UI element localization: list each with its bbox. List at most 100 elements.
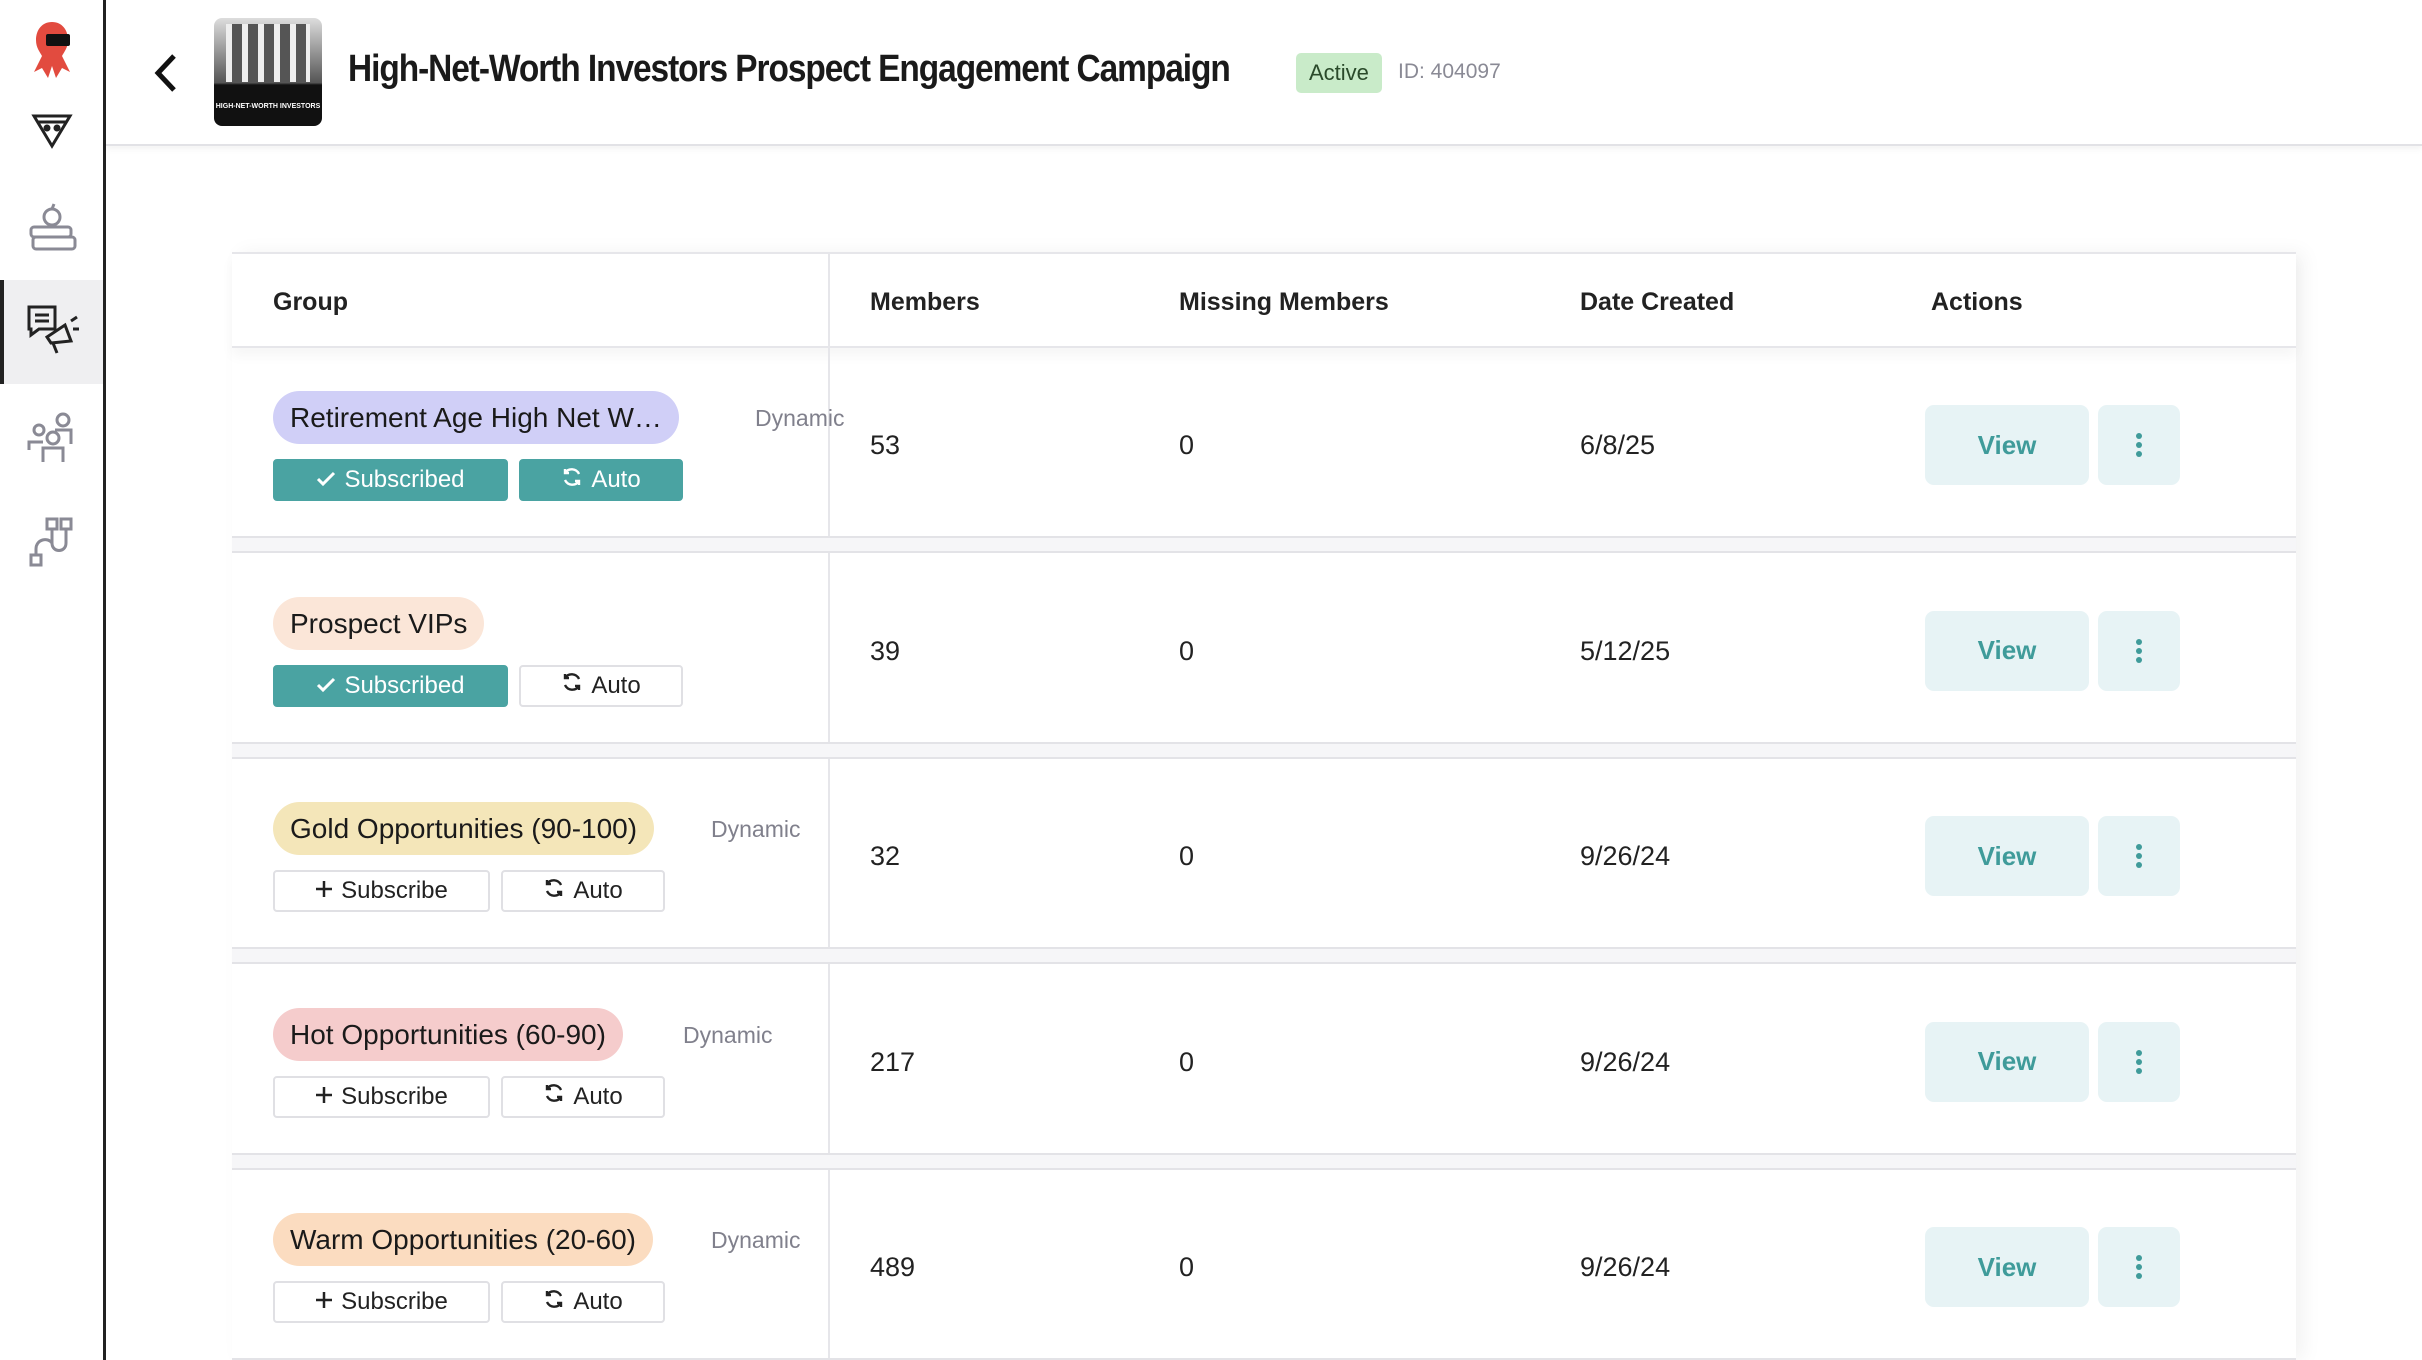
sync-icon bbox=[543, 1082, 565, 1111]
view-button[interactable]: View bbox=[1925, 405, 2089, 485]
sidebar bbox=[0, 0, 106, 1360]
auto-label: Auto bbox=[591, 671, 641, 699]
missing-members-count: 0 bbox=[1179, 635, 1195, 666]
members-count: 53 bbox=[870, 430, 901, 460]
view-button[interactable]: View bbox=[1925, 1021, 2089, 1102]
plus-icon bbox=[315, 1083, 333, 1111]
subscribe-label: Subscribed bbox=[344, 466, 465, 493]
table-header: Group Members Missing Members Date Creat… bbox=[232, 252, 2296, 348]
date-created: 5/12/25 bbox=[1580, 635, 1671, 666]
col-group: Group bbox=[273, 288, 348, 316]
missing-members-count: 0 bbox=[1179, 841, 1195, 871]
dynamic-label: Dynamic bbox=[711, 816, 801, 842]
people-icon[interactable] bbox=[0, 385, 103, 489]
row-separator bbox=[232, 949, 2296, 964]
auto-button[interactable]: Auto bbox=[501, 1281, 665, 1323]
members-count: 32 bbox=[870, 841, 901, 871]
page-header: HIGH-NET-WORTH INVESTORS High-Net-Worth … bbox=[106, 0, 2422, 146]
members-count: 489 bbox=[870, 1252, 916, 1282]
sync-icon bbox=[543, 1288, 565, 1317]
auto-button[interactable]: Auto bbox=[501, 870, 665, 912]
campaign-id: ID: 404097 bbox=[1398, 60, 1501, 83]
col-members: Members bbox=[870, 288, 980, 316]
auto-label: Auto bbox=[573, 1288, 623, 1315]
sync-icon bbox=[543, 877, 565, 906]
date-created: 6/8/25 bbox=[1580, 430, 1656, 460]
view-button[interactable]: View bbox=[1925, 610, 2089, 691]
missing-members-count: 0 bbox=[1179, 1252, 1195, 1282]
thumbnail-caption: HIGH-NET-WORTH INVESTORS bbox=[215, 103, 321, 110]
members-count: 217 bbox=[870, 1046, 916, 1077]
megaphone-chat-icon[interactable] bbox=[0, 280, 103, 384]
col-actions: Actions bbox=[1931, 288, 2023, 316]
plus-icon bbox=[315, 877, 333, 905]
plus-icon bbox=[315, 1288, 333, 1316]
subscribe-button[interactable]: Subscribed bbox=[273, 664, 508, 707]
view-button[interactable]: View bbox=[1925, 816, 2089, 896]
integrations-icon[interactable] bbox=[0, 490, 103, 594]
subscribe-label: Subscribe bbox=[341, 877, 448, 904]
logo-icon[interactable] bbox=[0, 0, 103, 100]
group-name-pill[interactable]: Warm Opportunities (20-60) bbox=[273, 1213, 653, 1266]
group-name-pill[interactable]: Prospect VIPs bbox=[273, 596, 485, 650]
more-options-button[interactable] bbox=[2098, 1021, 2180, 1102]
subscribe-button[interactable]: Subscribed bbox=[273, 459, 508, 501]
auto-button[interactable]: Auto bbox=[519, 664, 683, 707]
date-created: 9/26/24 bbox=[1580, 1252, 1671, 1282]
view-button[interactable]: View bbox=[1925, 1227, 2089, 1307]
campaign-thumbnail: HIGH-NET-WORTH INVESTORS bbox=[214, 18, 322, 126]
missing-members-count: 0 bbox=[1179, 1046, 1195, 1077]
table-row: Hot Opportunities (60-90) Dynamic Subscrib… bbox=[232, 965, 2296, 1155]
auto-button[interactable]: Auto bbox=[501, 1075, 665, 1118]
date-created: 9/26/24 bbox=[1580, 1046, 1671, 1077]
dynamic-label: Dynamic bbox=[683, 1021, 773, 1048]
group-name-pill[interactable]: Retirement Age High Net W… bbox=[273, 391, 679, 444]
col-missing-members: Missing Members bbox=[1179, 288, 1389, 316]
subscribe-button[interactable]: Subscribe bbox=[273, 1075, 490, 1118]
group-name-pill[interactable]: Hot Opportunities (60-90) bbox=[273, 1007, 623, 1061]
kebab-icon bbox=[2136, 433, 2142, 457]
more-options-button[interactable] bbox=[2098, 610, 2180, 691]
status-badge: Active bbox=[1296, 53, 1382, 93]
group-name-pill[interactable]: Gold Opportunities (90-100) bbox=[273, 802, 655, 855]
back-button[interactable] bbox=[146, 50, 186, 96]
subscribe-label: Subscribe bbox=[341, 1288, 448, 1315]
subscribe-label: Subscribe bbox=[341, 1082, 448, 1110]
more-options-button[interactable] bbox=[2098, 816, 2180, 896]
check-icon bbox=[316, 672, 336, 700]
table-row: Retirement Age High Net W… Dynamic Subscri… bbox=[232, 348, 2296, 538]
subscribe-button[interactable]: Subscribe bbox=[273, 870, 490, 912]
auto-button[interactable]: Auto bbox=[519, 459, 683, 501]
sync-icon bbox=[561, 466, 583, 495]
auto-label: Auto bbox=[573, 877, 623, 904]
column-divider bbox=[828, 252, 830, 1360]
subscribe-label: Subscribed bbox=[344, 671, 465, 699]
books-apple-icon[interactable] bbox=[0, 176, 103, 280]
missing-members-count: 0 bbox=[1179, 430, 1195, 460]
row-separator bbox=[232, 538, 2296, 553]
dynamic-label: Dynamic bbox=[755, 405, 845, 431]
kebab-icon bbox=[2136, 844, 2142, 868]
dynamic-label: Dynamic bbox=[711, 1227, 801, 1253]
more-options-button[interactable] bbox=[2098, 1227, 2180, 1307]
col-date-created: Date Created bbox=[1580, 288, 1735, 316]
auto-label: Auto bbox=[573, 1082, 623, 1110]
check-icon bbox=[316, 466, 336, 494]
funnel-icon[interactable] bbox=[0, 78, 103, 182]
kebab-icon bbox=[2136, 1049, 2142, 1074]
sync-icon bbox=[561, 671, 583, 700]
table-row: Prospect VIPs Subscribed Auto 39 0 5/12/25 Vie… bbox=[232, 554, 2296, 744]
groups-table: Group Members Missing Members Date Creat… bbox=[232, 252, 2296, 1360]
table-row: Gold Opportunities (90-100) Dynamic Subscr… bbox=[232, 759, 2296, 949]
page-title: High-Net-Worth Investors Prospect Engage… bbox=[348, 48, 1231, 90]
kebab-icon bbox=[2136, 1255, 2142, 1279]
row-separator bbox=[232, 743, 2296, 759]
members-count: 39 bbox=[870, 635, 901, 666]
subscribe-button[interactable]: Subscribe bbox=[273, 1281, 490, 1323]
table-row: Warm Opportunities (20-60) Dynamic Subscri… bbox=[232, 1170, 2296, 1360]
date-created: 9/26/24 bbox=[1580, 841, 1671, 871]
auto-label: Auto bbox=[591, 466, 641, 493]
row-separator bbox=[232, 1154, 2296, 1170]
more-options-button[interactable] bbox=[2098, 405, 2180, 485]
kebab-icon bbox=[2136, 638, 2142, 663]
